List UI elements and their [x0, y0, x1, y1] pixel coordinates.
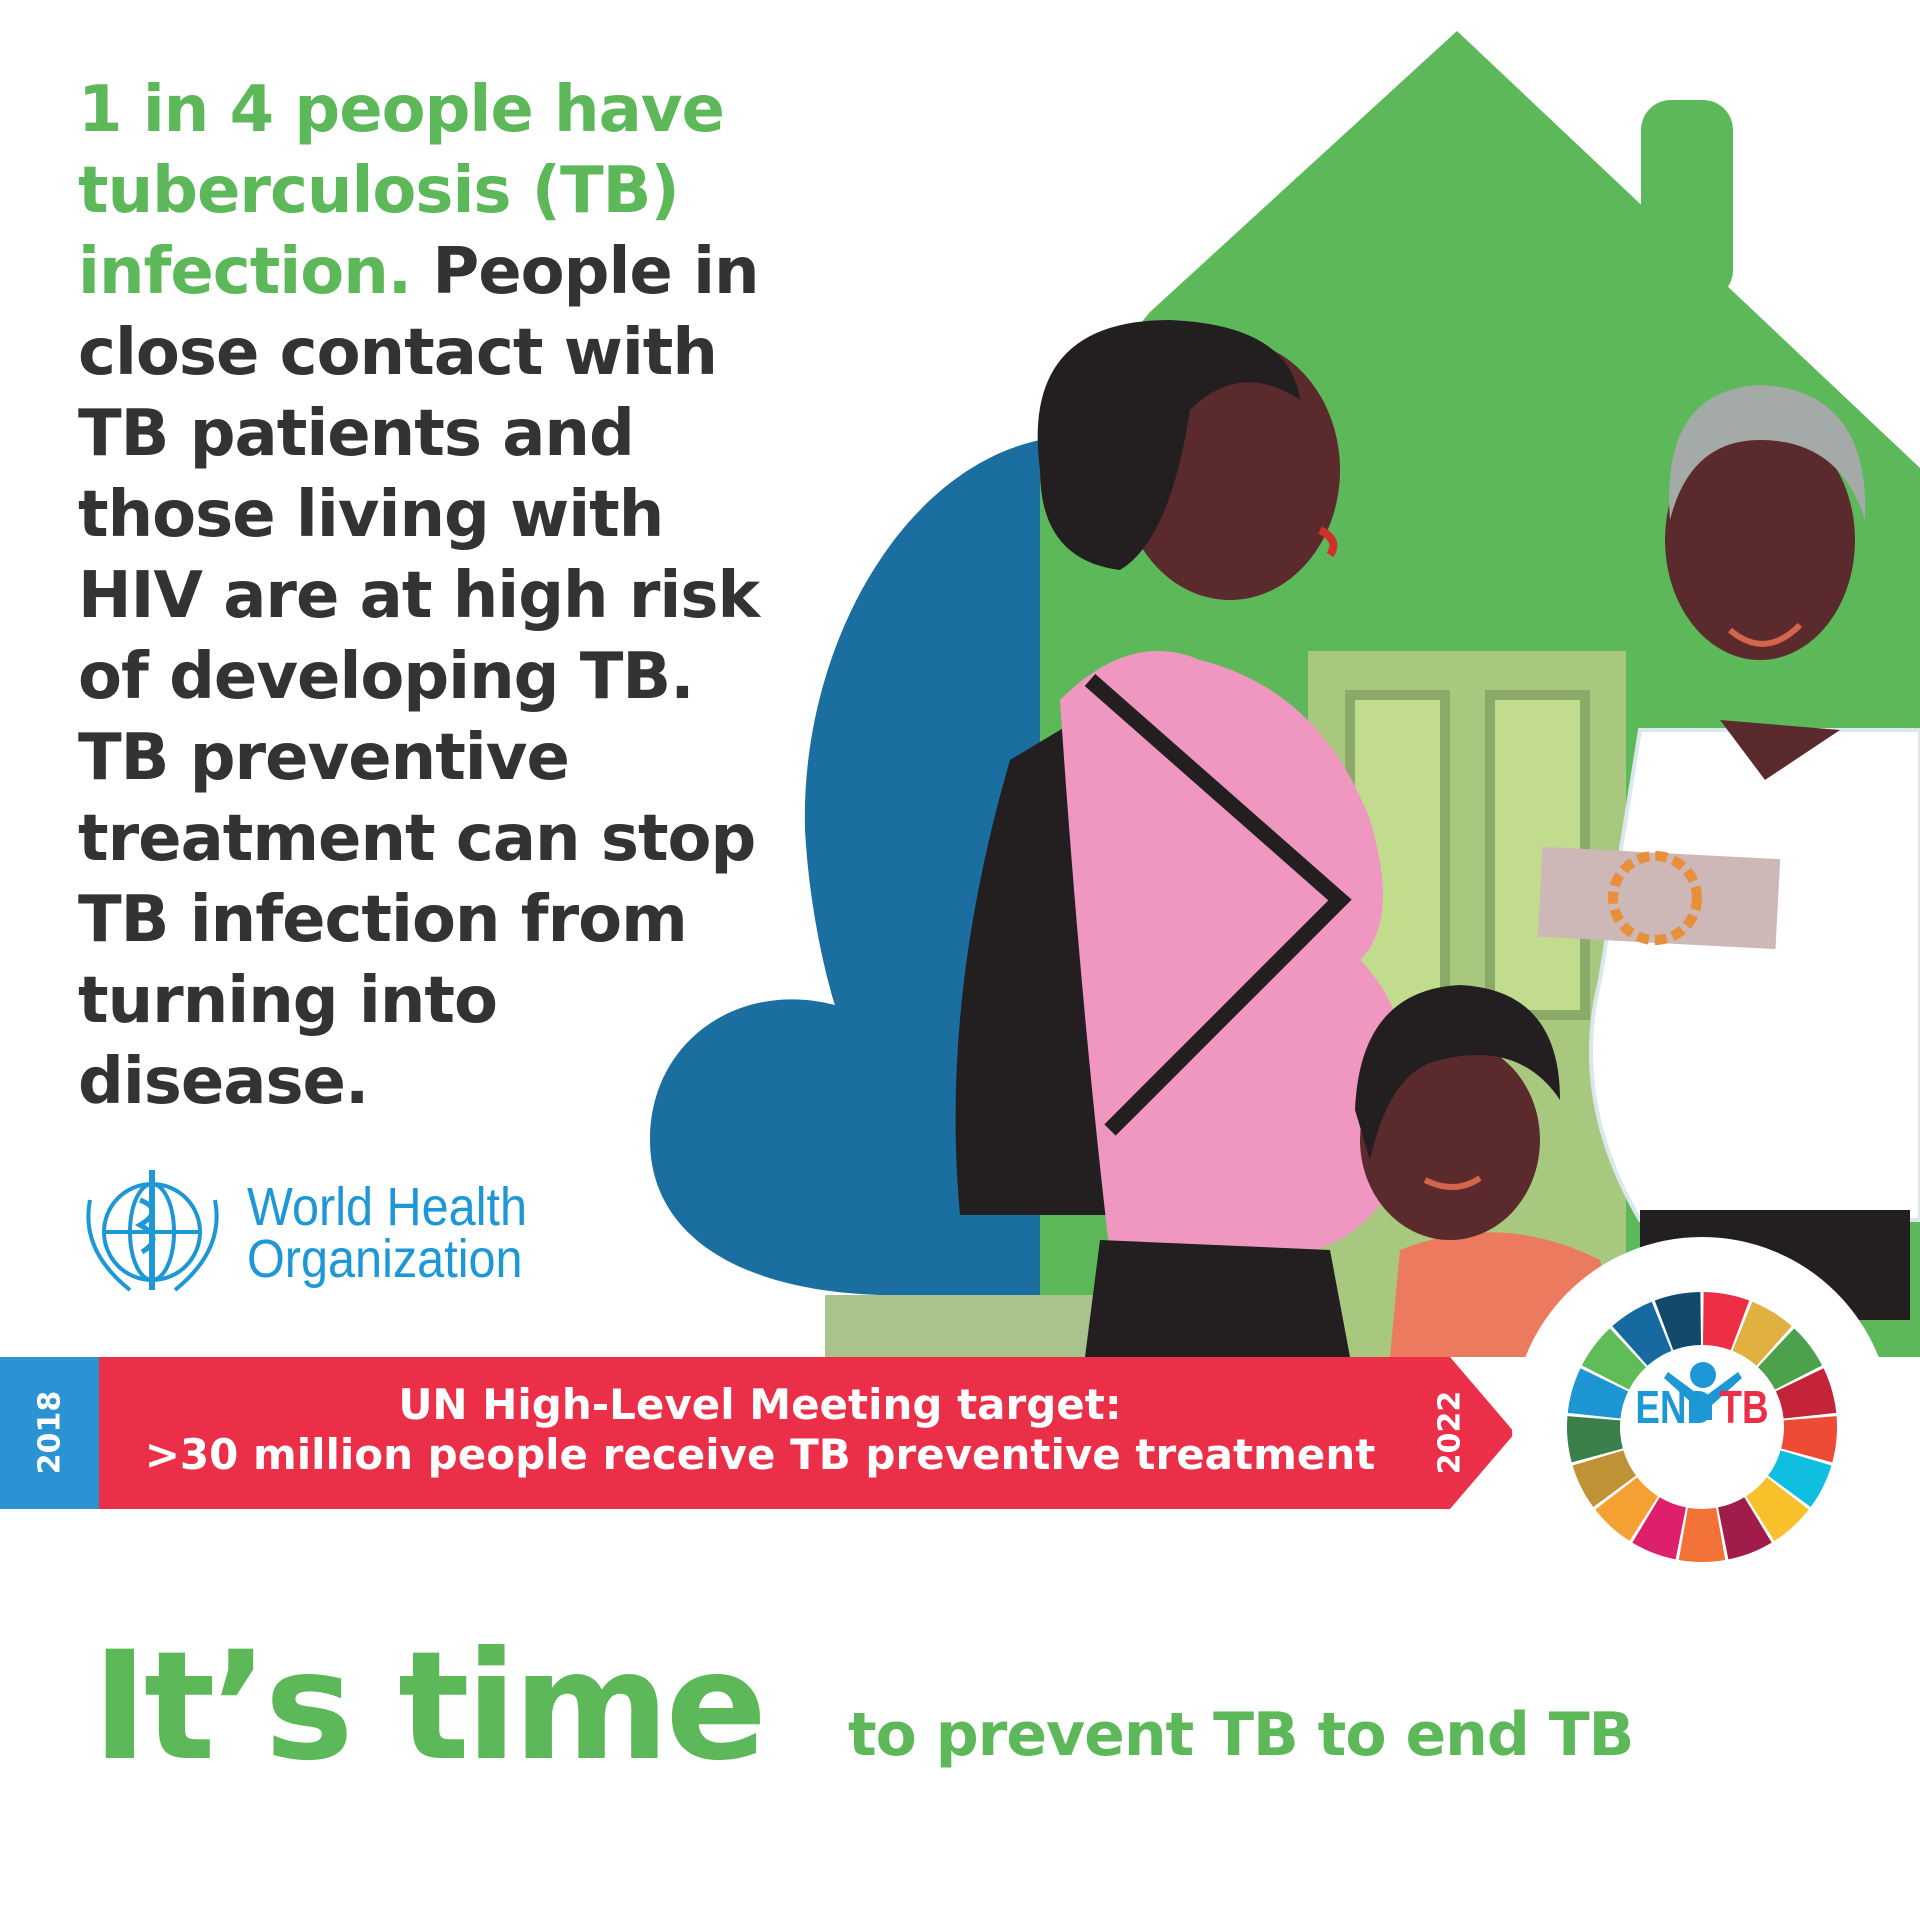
year-end: 2022 — [1432, 1390, 1468, 1475]
sdg-ring-segment — [1632, 1497, 1686, 1560]
headline-green: 1 in 4 people have tuberculosis (TB) inf… — [78, 73, 725, 309]
sdg-ring-segment — [1572, 1450, 1636, 1508]
sdg-ring-segment — [1595, 1477, 1658, 1541]
who-emblem-icon — [86, 1170, 219, 1292]
sdg-ring-segment — [1654, 1292, 1702, 1351]
year-start: 2018 — [32, 1390, 68, 1475]
who-name-line1: World Health — [247, 1176, 528, 1237]
woman-hair — [1037, 320, 1300, 570]
banner-text: UN High-Level Meeting target: >30 millio… — [110, 1380, 1410, 1480]
headline: 1 in 4 people have tuberculosis (TB) inf… — [78, 70, 798, 1123]
endtb-tb: TB — [1719, 1381, 1769, 1433]
man-body — [1589, 728, 1920, 1222]
who-name-line2: Organization — [247, 1228, 523, 1289]
banner-start — [0, 1357, 99, 1509]
girl-head — [1360, 1040, 1540, 1240]
endtb-wordmark: END TB — [1622, 1380, 1782, 1434]
man-head — [1665, 420, 1855, 660]
footer-title: It’s time — [92, 1620, 767, 1794]
tree-shape — [650, 440, 1040, 1295]
banner-line1: UN High-Level Meeting target: — [398, 1380, 1122, 1429]
banner-arrow — [99, 1357, 1515, 1509]
sdg-ring-segment — [1746, 1477, 1809, 1541]
who-logo: World Health Organization — [70, 1160, 558, 1305]
sdg-ring-segment — [1678, 1507, 1726, 1562]
person-icon — [1664, 1362, 1742, 1420]
sdg-ring-segment — [1757, 1328, 1823, 1390]
sdg-ring-segment — [1567, 1416, 1623, 1463]
man-hair — [1669, 385, 1866, 520]
chimney — [1641, 100, 1733, 300]
footer-tagline: to prevent TB to end TB — [848, 1700, 1634, 1770]
sdg-ring-segment — [1781, 1416, 1837, 1463]
girl-hair — [1355, 985, 1560, 1160]
tablet — [1537, 846, 1781, 950]
sdg-ring-segment — [1718, 1497, 1772, 1560]
endtb-end: END — [1635, 1381, 1714, 1433]
sdg-ring-segment — [1567, 1368, 1629, 1419]
headline-body: People in close contact with TB patients… — [78, 235, 760, 1119]
sdg-ring — [1567, 1292, 1837, 1562]
sdg-ring-segment — [1732, 1301, 1792, 1366]
sdg-ring-segment — [1581, 1328, 1647, 1390]
banner-line2: >30 million people receive TB preventive… — [144, 1430, 1376, 1479]
woman-body — [1060, 651, 1412, 1260]
sdg-ring-segment — [1768, 1450, 1832, 1508]
sdg-ring-segment — [1702, 1292, 1750, 1351]
sdg-ring-segment — [1612, 1301, 1672, 1366]
sdg-ring-segment — [1775, 1368, 1837, 1419]
